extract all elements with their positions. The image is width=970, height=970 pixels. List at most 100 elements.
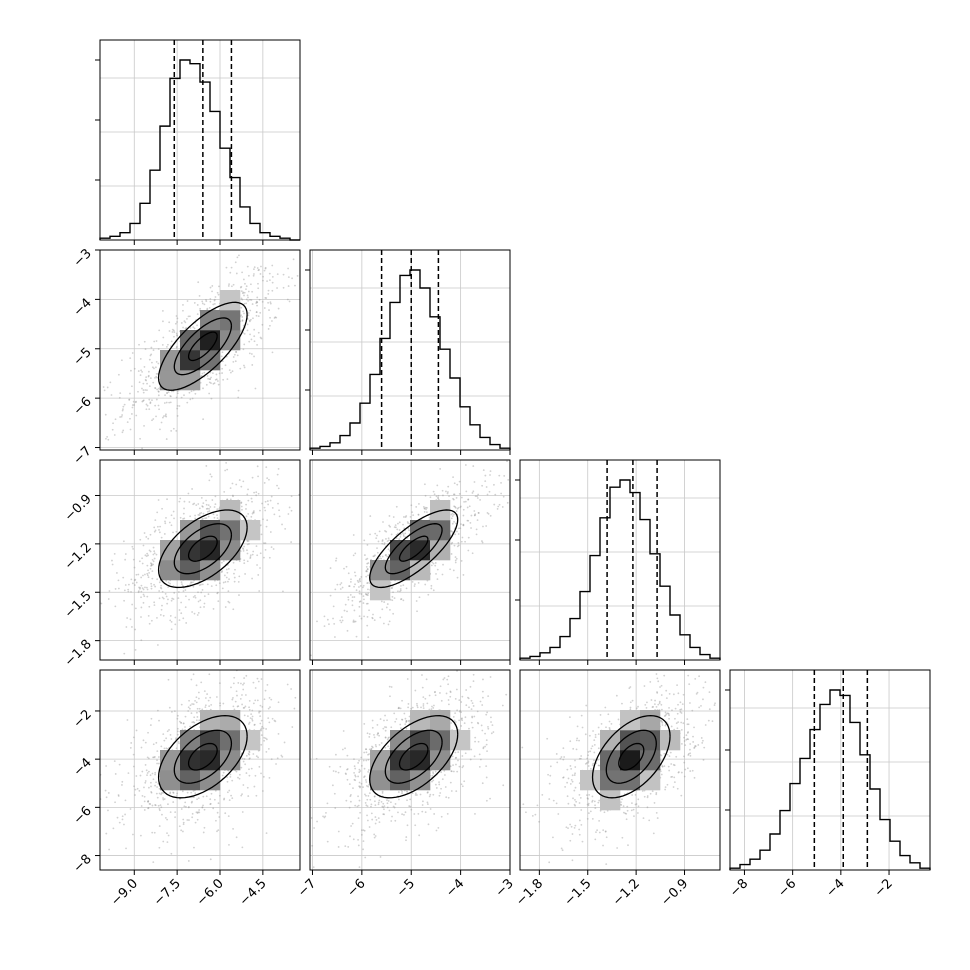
scatter-point — [382, 802, 385, 805]
scatter-point — [256, 465, 259, 468]
scatter-point — [197, 600, 200, 603]
scatter-point — [150, 585, 153, 588]
scatter-point — [362, 586, 364, 589]
scatter-point — [236, 256, 239, 259]
scatter-point — [270, 698, 273, 701]
scatter-point — [493, 503, 496, 506]
scatter-point — [151, 804, 154, 807]
scatter-point — [119, 392, 122, 395]
scatter-point — [411, 706, 414, 709]
scatter-point — [337, 846, 340, 848]
scatter-point — [250, 299, 253, 301]
scatter-point — [427, 593, 430, 596]
scatter-point — [470, 721, 473, 724]
scatter-point — [454, 505, 456, 508]
scatter-point — [186, 317, 188, 320]
scatter-point — [160, 536, 163, 539]
scatter-point — [231, 482, 234, 485]
scatter-point — [468, 505, 471, 508]
density-cell — [430, 710, 451, 731]
scatter-point — [253, 491, 255, 494]
scatter-point — [353, 596, 356, 598]
scatter-point — [668, 717, 670, 720]
scatter-point — [370, 812, 373, 815]
scatter-point — [191, 488, 193, 490]
scatter-point — [474, 513, 477, 516]
scatter-point — [246, 323, 249, 326]
scatter-point — [142, 500, 144, 502]
scatter-point — [332, 770, 335, 772]
scatter-point — [573, 789, 576, 792]
scatter-point — [171, 711, 173, 713]
scatter-point — [253, 355, 255, 358]
scatter-point — [154, 771, 157, 774]
scatter-point — [165, 580, 168, 582]
scatter-point — [124, 553, 127, 555]
scatter-point — [409, 515, 412, 518]
scatter-point — [397, 811, 399, 814]
scatter-point — [434, 770, 437, 773]
scatter-point — [360, 576, 363, 578]
scatter-point — [447, 703, 450, 706]
scatter-point — [222, 702, 225, 705]
scatter-point — [129, 428, 132, 431]
scatter-point — [240, 297, 243, 300]
panel-3-1 — [310, 670, 508, 869]
scatter-point — [365, 779, 367, 781]
scatter-point — [253, 340, 256, 343]
scatter-point — [203, 371, 206, 374]
scatter-point — [165, 413, 167, 416]
scatter-point — [402, 535, 405, 537]
scatter-point — [176, 404, 179, 407]
scatter-point — [367, 785, 370, 788]
scatter-point — [278, 515, 281, 518]
scatter-point — [367, 769, 370, 771]
scatter-point — [431, 705, 433, 708]
scatter-point — [634, 803, 637, 806]
scatter-point — [713, 704, 716, 706]
scatter-point — [141, 447, 143, 450]
scatter-point — [255, 246, 257, 248]
scatter-point — [363, 723, 366, 725]
scatter-point — [288, 300, 291, 303]
scatter-point — [473, 755, 476, 758]
scatter-point — [435, 829, 438, 832]
scatter-point — [150, 717, 153, 720]
scatter-point — [461, 536, 464, 539]
scatter-point — [382, 813, 385, 816]
scatter-point — [201, 806, 204, 809]
scatter-point — [384, 746, 387, 749]
scatter-point — [196, 304, 199, 306]
scatter-point — [242, 291, 245, 294]
scatter-point — [377, 732, 379, 735]
scatter-point — [150, 562, 153, 565]
scatter-point — [192, 503, 194, 506]
scatter-point — [149, 567, 152, 570]
scatter-point — [128, 583, 130, 586]
scatter-point — [196, 324, 198, 327]
scatter-point — [163, 798, 166, 800]
scatter-point — [442, 563, 444, 566]
scatter-point — [149, 533, 152, 536]
scatter-point — [237, 396, 240, 399]
scatter-point — [257, 475, 259, 478]
scatter-point — [178, 609, 181, 611]
scatter-point — [200, 512, 203, 514]
scatter-point — [240, 329, 243, 332]
scatter-point — [223, 574, 226, 577]
scatter-point — [367, 592, 370, 595]
scatter-point — [589, 750, 592, 753]
scatter-point — [181, 583, 183, 585]
scatter-point — [154, 404, 157, 407]
scatter-point — [130, 369, 132, 372]
scatter-point — [168, 706, 171, 709]
scatter-point — [371, 818, 374, 821]
scatter-point — [376, 733, 379, 736]
scatter-point — [297, 663, 299, 665]
scatter-point — [264, 542, 267, 545]
scatter-point — [214, 789, 217, 792]
scatter-point — [134, 401, 137, 404]
scatter-point — [352, 534, 355, 536]
scatter-point — [104, 789, 107, 792]
scatter-point — [250, 767, 253, 770]
